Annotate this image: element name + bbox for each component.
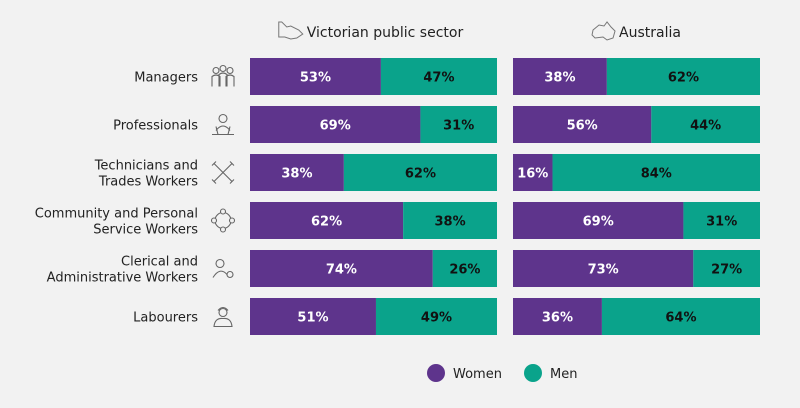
icon-part xyxy=(226,66,234,75)
wrench-tools-icon xyxy=(211,161,235,184)
bar-women xyxy=(513,154,553,191)
victoria-map-icon xyxy=(278,21,304,40)
icon-part xyxy=(218,307,228,318)
legend-swatch-women xyxy=(427,364,445,382)
people-group-icon xyxy=(211,64,235,87)
bar-women xyxy=(250,106,421,143)
bar-men xyxy=(403,202,497,239)
icon-part xyxy=(218,113,228,124)
icon-part xyxy=(215,258,225,269)
bar-men xyxy=(693,250,760,287)
icon-part xyxy=(213,306,233,328)
data-label: 38% xyxy=(435,215,466,230)
category-label-line: Managers xyxy=(134,71,198,86)
data-label: 69% xyxy=(320,119,351,134)
category-label-line: Service Workers xyxy=(93,223,198,238)
bar-women xyxy=(250,202,404,239)
data-label: 64% xyxy=(665,311,696,326)
category-label-line: Professionals xyxy=(113,119,198,134)
bar-women xyxy=(513,202,684,239)
category-label: Community and Personal Service Workers xyxy=(35,207,198,238)
data-label: 74% xyxy=(326,263,357,278)
category-label-line: Clerical and xyxy=(121,255,198,270)
data-label: 38% xyxy=(281,167,312,182)
data-label: 62% xyxy=(405,167,436,182)
person-gear-icon xyxy=(212,258,234,279)
category-label-line: Administrative Workers xyxy=(47,271,199,286)
data-label: 51% xyxy=(297,311,328,326)
community-circle-icon xyxy=(210,208,236,233)
data-label: 27% xyxy=(711,263,742,278)
data-label: 44% xyxy=(690,119,721,134)
bar-women xyxy=(250,154,344,191)
category-label-line: Trades Workers xyxy=(98,175,198,190)
icon-part xyxy=(212,66,220,75)
data-label: 38% xyxy=(544,71,575,86)
data-label: 62% xyxy=(311,215,342,230)
bar-men xyxy=(606,58,760,95)
bar-women xyxy=(250,250,433,287)
icon-part xyxy=(219,208,227,215)
icon-part xyxy=(212,270,228,278)
icon-part xyxy=(210,217,218,224)
bar-men xyxy=(432,250,497,287)
data-label: 31% xyxy=(706,215,737,230)
data-label: 16% xyxy=(517,167,548,182)
australia-map-icon xyxy=(591,21,616,41)
bar-men xyxy=(380,58,497,95)
icon-part xyxy=(211,161,235,184)
panel-title: Australia xyxy=(619,25,681,41)
bar-women xyxy=(513,106,652,143)
data-label: 73% xyxy=(588,263,619,278)
icon-part xyxy=(214,211,232,230)
panel-title: Victorian public sector xyxy=(307,25,464,41)
category-label-line: Community and Personal xyxy=(35,207,198,222)
bar-men xyxy=(343,154,497,191)
category-label: Managers xyxy=(134,71,198,86)
data-label: 53% xyxy=(300,71,331,86)
bar-men xyxy=(683,202,760,239)
bar-men xyxy=(420,106,497,143)
category-label: Technicians and Trades Workers xyxy=(94,159,199,190)
bar-men xyxy=(651,106,760,143)
category-label: Clerical and Administrative Workers xyxy=(47,255,199,286)
bar-women xyxy=(513,58,607,95)
worker-helmet-icon xyxy=(213,306,233,328)
data-label: 84% xyxy=(641,167,672,182)
data-label: 62% xyxy=(668,71,699,86)
bar-women xyxy=(250,298,376,335)
bar-men xyxy=(601,298,760,335)
icon-part xyxy=(219,64,227,73)
category-label-line: Technicians and xyxy=(94,159,198,174)
category-label: Professionals xyxy=(113,119,198,134)
icon-part xyxy=(212,125,234,136)
bar-men xyxy=(375,298,497,335)
bar-women xyxy=(250,58,381,95)
data-label: 36% xyxy=(542,311,573,326)
data-label: 31% xyxy=(443,119,474,134)
bar-women xyxy=(513,250,694,287)
icon-part xyxy=(226,270,234,279)
person-laptop-icon xyxy=(212,113,234,136)
icon-part xyxy=(211,72,235,87)
data-label: 69% xyxy=(583,215,614,230)
data-label: 26% xyxy=(449,263,480,278)
legend-label: Men xyxy=(550,367,577,382)
bar-women xyxy=(513,298,602,335)
category-label-line: Labourers xyxy=(133,311,198,326)
category-label: Labourers xyxy=(133,311,198,326)
bar-men xyxy=(552,154,760,191)
icon-part xyxy=(228,217,236,224)
icon-part xyxy=(219,226,227,233)
legend-swatch-men xyxy=(524,364,542,382)
data-label: 49% xyxy=(421,311,452,326)
data-label: 47% xyxy=(423,71,454,86)
data-label: 56% xyxy=(567,119,598,134)
legend-label: Women xyxy=(453,367,502,382)
